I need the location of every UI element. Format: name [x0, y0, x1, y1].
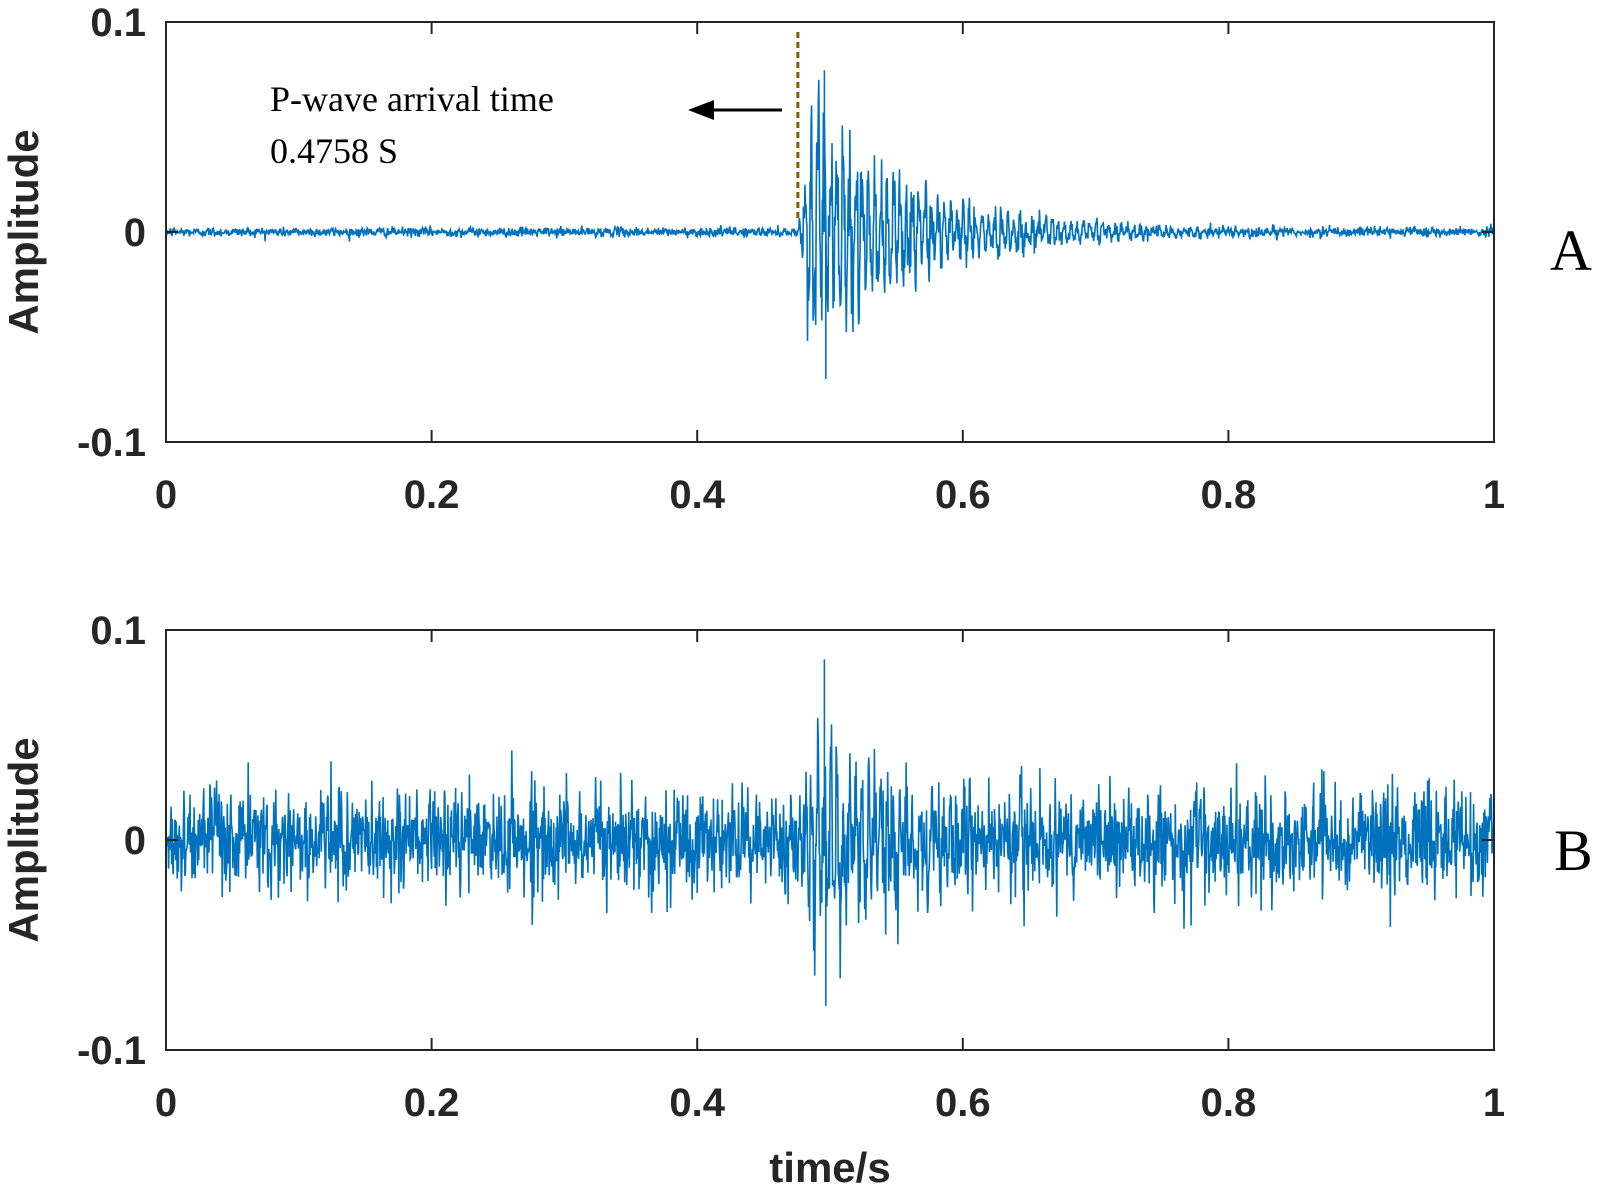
- series-line-b: [166, 659, 1494, 1006]
- annotation-line-2: 0.4758 S: [270, 131, 398, 171]
- y-tick-label-b-mid: 0: [124, 819, 146, 863]
- y-tick-label-a-mid: 0: [124, 211, 146, 255]
- x-tick-label-a-2: 0.4: [669, 473, 725, 517]
- x-tick-label-a-1: 0.2: [404, 473, 460, 517]
- panel-b: 0.1 0 -0.1 0 0.2 0.4 0.6 0.8 1 Amplitude…: [0, 609, 1593, 1191]
- x-tick-label-a-4: 0.8: [1201, 473, 1257, 517]
- x-ticks-a: [165, 22, 1495, 442]
- x-tick-label-b-0: 0: [155, 1081, 177, 1125]
- panel-label-b: B: [1554, 818, 1593, 883]
- y-tick-label-b-top: 0.1: [90, 609, 146, 653]
- x-tick-label-a-5: 1: [1483, 473, 1505, 517]
- y-tick-label-b-bottom: -0.1: [77, 1029, 146, 1073]
- x-tick-label-a-3: 0.6: [935, 473, 991, 517]
- x-tick-label-b-1: 0.2: [404, 1081, 460, 1125]
- panel-label-a: A: [1550, 218, 1592, 283]
- y-tick-label-a-top: 0.1: [90, 1, 146, 45]
- y-axis-label-a: Amplitude: [0, 129, 47, 334]
- x-tick-label-b-4: 0.8: [1201, 1081, 1257, 1125]
- x-tick-label-b-5: 1: [1483, 1081, 1505, 1125]
- series-line-a: [166, 70, 1494, 379]
- x-ticks-b: [165, 630, 1495, 1050]
- x-axis-label: time/s: [769, 1144, 890, 1191]
- y-tick-label-a-bottom: -0.1: [77, 421, 146, 465]
- x-tick-label-b-3: 0.6: [935, 1081, 991, 1125]
- annotation-line-1: P-wave arrival time: [270, 79, 554, 119]
- arrow-head-icon: [688, 100, 714, 120]
- panel-a: 0.1 0 -0.1 0 0.2 0.4 0.6 0.8 1 Amplitude…: [0, 1, 1592, 517]
- y-axis-label-b: Amplitude: [0, 737, 47, 942]
- x-tick-label-b-2: 0.4: [669, 1081, 725, 1125]
- x-tick-label-a-0: 0: [155, 473, 177, 517]
